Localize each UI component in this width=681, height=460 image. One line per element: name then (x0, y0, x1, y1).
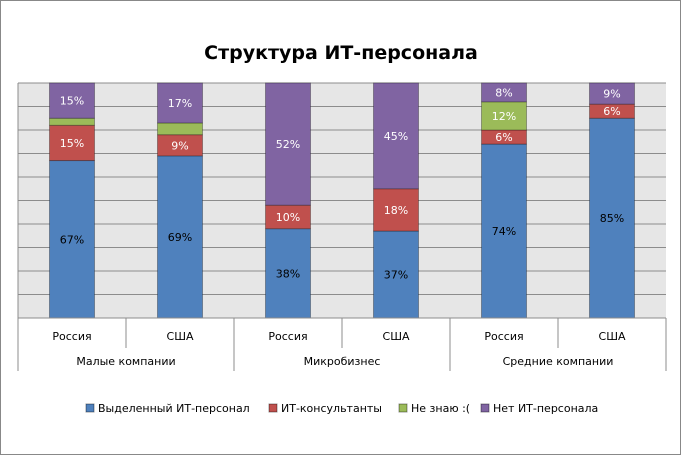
bar-segment (49, 160, 95, 319)
data-label: 85% (600, 212, 624, 225)
group-label: Микробизнес (304, 355, 381, 368)
bar-segment (49, 117, 95, 126)
legend-swatch (398, 403, 408, 413)
bar-segment (265, 228, 311, 319)
data-label: 6% (603, 105, 620, 118)
group-label: Малые компании (76, 355, 175, 368)
data-label: 45% (384, 130, 408, 143)
bar-segment (157, 82, 203, 124)
data-label: 18% (384, 204, 408, 217)
data-label: 38% (276, 267, 300, 280)
legend-label: Выделенный ИТ-персонал (98, 402, 250, 415)
category-label: Россия (484, 330, 523, 343)
bar-segment (49, 124, 95, 162)
group-label: Средние компании (503, 355, 614, 368)
bar-segment (373, 188, 419, 232)
bar-segment (481, 143, 527, 319)
bar-segment (589, 82, 635, 105)
category-label: США (383, 330, 410, 343)
legend-label: ИТ-консультанты (281, 402, 382, 415)
category-label: США (599, 330, 626, 343)
legend-swatch (268, 403, 278, 413)
category-label: Россия (268, 330, 307, 343)
data-label: 74% (492, 225, 516, 238)
data-label: 67% (60, 233, 84, 246)
category-label: Россия (52, 330, 91, 343)
data-label: 8% (495, 86, 512, 99)
bar-segment (49, 82, 95, 119)
legend-label: Не знаю :( (411, 402, 470, 415)
legend-swatch (85, 403, 95, 413)
chart-title: Структура ИТ-персонала (204, 42, 478, 64)
data-label: 9% (603, 88, 620, 101)
data-label: 6% (495, 131, 512, 144)
data-label: 69% (168, 231, 192, 244)
legend-swatch (480, 403, 490, 413)
data-label: 52% (276, 138, 300, 151)
bar-segment (157, 155, 203, 319)
data-label: 15% (60, 137, 84, 150)
bar-segment (265, 82, 311, 206)
data-label: 10% (276, 211, 300, 224)
category-label: США (167, 330, 194, 343)
bar-segment (373, 230, 419, 319)
data-label: 17% (168, 97, 192, 110)
data-label: 9% (171, 139, 188, 152)
data-label: 12% (492, 110, 516, 123)
data-label: 15% (60, 95, 84, 108)
bar-segment (589, 117, 635, 319)
bar-segment (373, 82, 419, 190)
bar-segment (157, 122, 203, 136)
legend-label: Нет ИТ-персонала (493, 402, 598, 415)
data-label: 37% (384, 269, 408, 282)
bar-segment (481, 82, 527, 103)
